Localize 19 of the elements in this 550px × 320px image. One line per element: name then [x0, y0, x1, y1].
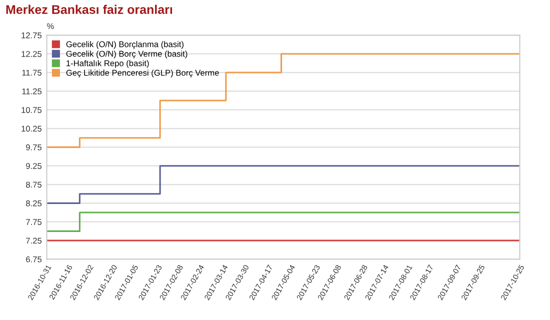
y-tick-label: 12.75	[22, 32, 42, 38]
y-tick-label: 10.25	[22, 126, 42, 132]
legend-label: 1-Haftalık Repo (basit)	[66, 60, 149, 68]
y-tick-label: 8.25	[26, 200, 42, 206]
y-tick-label: 11.25	[22, 88, 42, 94]
legend-label: Gecelik (O/N) Borçlanma (basit)	[66, 41, 184, 49]
y-axis-title: %	[47, 23, 54, 30]
y-tick-label: 7.25	[26, 238, 42, 244]
legend-label: Geç Likitide Penceresi (GLP) Borç Verme	[66, 70, 219, 78]
y-tick-label: 6.75	[26, 256, 42, 262]
y-tick-label: 9.25	[26, 163, 42, 169]
y-tick-label: 11.75	[22, 70, 42, 76]
y-tick-label: 9.75	[26, 144, 42, 150]
chart-title: Merkez Bankası faiz oranları	[6, 4, 172, 14]
y-tick-label: 10.75	[22, 107, 42, 113]
y-tick-label: 12.25	[22, 51, 42, 57]
y-tick-label: 8.75	[26, 182, 42, 188]
legend-label: Gecelik (O/N) Borç Verme (basit)	[66, 50, 188, 58]
y-tick-label: 7.75	[26, 219, 42, 225]
